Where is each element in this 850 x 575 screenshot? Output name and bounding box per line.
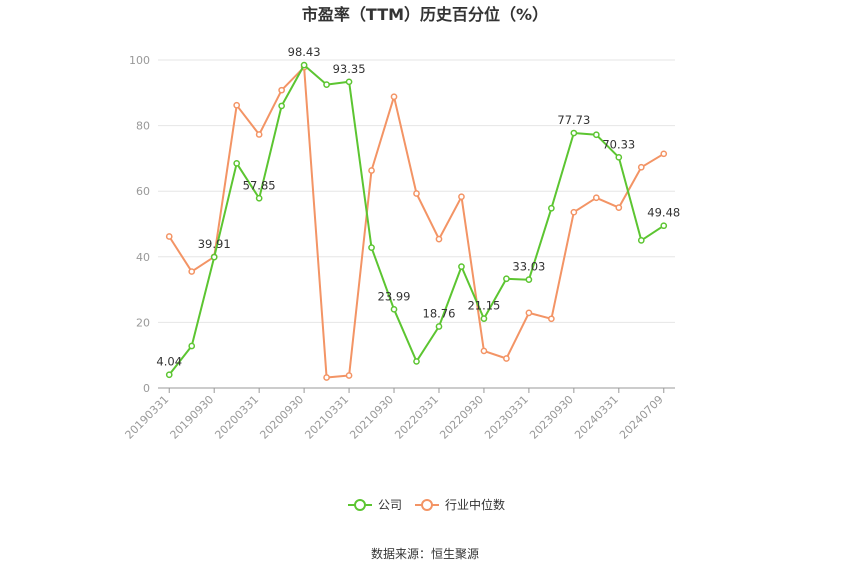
- data-point[interactable]: [210, 253, 218, 261]
- chart-title: 市盈率（TTM）历史百分位（%）: [302, 5, 548, 24]
- data-point[interactable]: [188, 342, 196, 350]
- x-tick-label: 20230331: [482, 393, 531, 442]
- data-label: 70.33: [602, 137, 635, 151]
- data-point[interactable]: [592, 131, 600, 139]
- data-point[interactable]: [525, 276, 533, 284]
- data-point[interactable]: [368, 244, 375, 251]
- y-tick-label: 0: [143, 382, 150, 395]
- data-point[interactable]: [570, 129, 578, 137]
- data-point[interactable]: [592, 194, 600, 202]
- data-point[interactable]: [637, 163, 645, 171]
- data-label: 33.03: [512, 260, 545, 274]
- series-company: [165, 61, 668, 379]
- data-point[interactable]: [233, 159, 241, 167]
- y-tick-label: 60: [136, 185, 150, 198]
- data-point[interactable]: [345, 372, 353, 379]
- legend-swatch-marker: [354, 499, 366, 511]
- data-point[interactable]: [255, 194, 263, 202]
- data-point[interactable]: [255, 131, 263, 138]
- data-labels: 4.04 39.91 57.85 98.43 93.35 23.99 18.76 21.15 3…: [156, 45, 680, 369]
- legend-label: 行业中位数: [445, 497, 505, 512]
- data-point[interactable]: [165, 371, 173, 379]
- data-point[interactable]: [570, 208, 578, 216]
- data-point[interactable]: [480, 347, 488, 355]
- legend[interactable]: 公司 行业中位数: [348, 497, 505, 512]
- series-layer: [165, 61, 668, 381]
- data-point[interactable]: [458, 193, 465, 201]
- y-tick-label: 80: [136, 120, 150, 133]
- y-tick-label: 100: [129, 54, 150, 67]
- data-label: 23.99: [378, 289, 411, 303]
- data-point[interactable]: [548, 204, 555, 212]
- data-point[interactable]: [435, 323, 443, 330]
- data-label: 77.73: [557, 113, 590, 127]
- x-tick-label: 20190331: [123, 393, 172, 442]
- data-point[interactable]: [435, 235, 443, 243]
- data-point[interactable]: [368, 167, 375, 174]
- data-point[interactable]: [413, 190, 420, 197]
- x-tick-label: 20240709: [617, 393, 666, 442]
- legend-swatch-marker: [421, 499, 433, 511]
- data-point[interactable]: [390, 93, 398, 101]
- x-tick-label: 20210331: [302, 393, 351, 442]
- data-point[interactable]: [480, 315, 488, 322]
- data-label: 21.15: [467, 299, 500, 313]
- data-point[interactable]: [637, 237, 645, 244]
- x-tick-label: 20200331: [212, 393, 261, 442]
- data-point[interactable]: [458, 263, 465, 270]
- x-tick-label: 20200930: [257, 393, 306, 442]
- x-tick-label: 20240331: [572, 393, 621, 442]
- series-industry-median: [165, 63, 668, 381]
- data-point[interactable]: [188, 268, 196, 275]
- y-tick-label: 20: [136, 316, 150, 329]
- x-tick-label: 20210930: [347, 393, 396, 442]
- data-point[interactable]: [413, 358, 420, 365]
- data-point[interactable]: [660, 222, 668, 230]
- data-point[interactable]: [503, 355, 510, 362]
- legend-item-industry-median[interactable]: 行业中位数: [415, 497, 505, 512]
- data-label: 4.04: [156, 355, 182, 369]
- data-point[interactable]: [233, 101, 241, 109]
- data-point[interactable]: [615, 153, 623, 161]
- data-point[interactable]: [525, 309, 533, 317]
- data-point[interactable]: [615, 204, 623, 211]
- x-tick-label: 20220331: [392, 393, 441, 442]
- data-label: 49.48: [647, 206, 680, 220]
- x-tick-label: 20190930: [168, 393, 217, 442]
- x-tick-label: 20220930: [437, 393, 486, 442]
- data-point[interactable]: [390, 305, 398, 313]
- x-tick-label: 20230930: [527, 393, 576, 442]
- series-line: [168, 64, 665, 376]
- data-point[interactable]: [278, 102, 285, 110]
- data-point[interactable]: [323, 81, 330, 88]
- data-source-note: 数据来源：恒生聚源: [371, 546, 479, 561]
- data-point[interactable]: [300, 61, 308, 69]
- legend-item-company[interactable]: 公司: [348, 498, 402, 512]
- data-label: 93.35: [333, 62, 366, 76]
- legend-label: 公司: [378, 498, 402, 512]
- data-label: 57.85: [243, 178, 276, 192]
- y-tick-label: 40: [136, 251, 150, 264]
- data-point[interactable]: [323, 374, 330, 381]
- data-label: 39.91: [198, 237, 231, 251]
- data-point[interactable]: [548, 315, 555, 323]
- data-point[interactable]: [660, 150, 668, 158]
- data-point[interactable]: [165, 233, 173, 240]
- data-point[interactable]: [345, 78, 353, 86]
- data-point[interactable]: [278, 86, 285, 94]
- data-point[interactable]: [503, 275, 510, 283]
- data-label: 18.76: [423, 306, 456, 320]
- data-label: 98.43: [288, 45, 321, 59]
